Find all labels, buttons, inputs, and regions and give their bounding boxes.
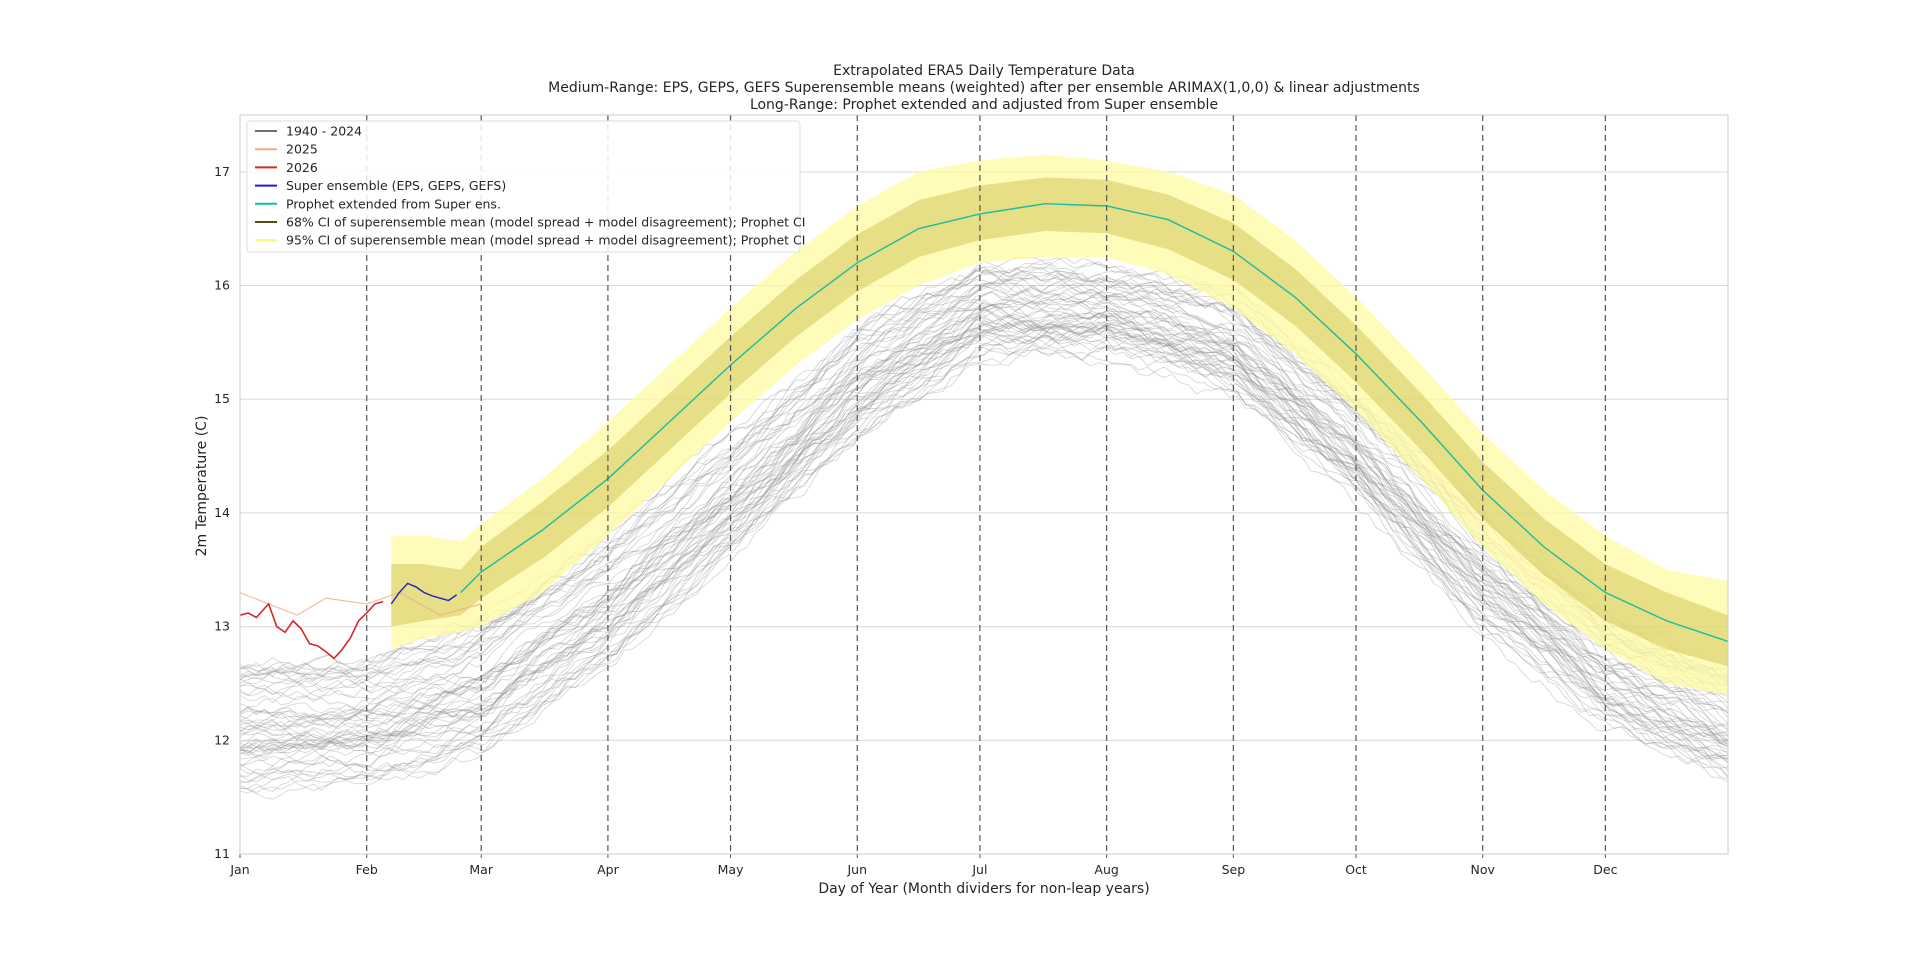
historical-year-line — [239, 336, 1729, 793]
historical-year-line — [239, 312, 1729, 754]
historical-year-line — [239, 320, 1729, 762]
series-line-super-ensemble-eps-geps-gefs — [390, 582, 458, 605]
historical-year-line — [239, 307, 1729, 730]
historical-year-line — [239, 322, 1729, 767]
x-tick-label: Jul — [971, 862, 987, 877]
y-tick-label: 14 — [214, 505, 230, 520]
historical-year-line — [239, 323, 1729, 756]
historical-year-line — [239, 345, 1729, 794]
y-tick-label: 15 — [214, 391, 230, 406]
historical-year-line — [239, 322, 1729, 749]
plot-frame — [239, 114, 1729, 855]
x-tick-label: Apr — [597, 862, 619, 877]
historical-year-line — [239, 304, 1729, 742]
historical-year-line — [239, 324, 1729, 777]
historical-year-line — [239, 280, 1729, 708]
historical-year-line — [239, 320, 1729, 752]
historical-year-line — [239, 308, 1729, 749]
historical-year-line — [239, 337, 1729, 772]
x-tick-label: Sep — [1222, 862, 1246, 877]
legend-label: 95% CI of superensemble mean (model spre… — [286, 233, 805, 248]
historical-year-line — [239, 342, 1729, 793]
historical-year-line — [239, 277, 1729, 697]
ci-68-area — [391, 177, 1728, 667]
y-tick-label: 17 — [214, 164, 230, 179]
x-tick-label: Dec — [1593, 862, 1617, 877]
historical-year-line — [239, 319, 1729, 784]
x-tick-label: Jun — [847, 862, 868, 877]
chart-title: Extrapolated ERA5 Daily Temperature Data… — [548, 63, 1420, 113]
historical-year-line — [239, 336, 1729, 800]
series-line-2026 — [239, 600, 384, 660]
x-tick-label: Aug — [1094, 862, 1118, 877]
x-axis-label: Day of Year (Month dividers for non-leap… — [818, 881, 1149, 897]
x-tick-label: Oct — [1345, 862, 1367, 877]
ci-95-area — [391, 154, 1728, 695]
historical-year-line — [239, 317, 1729, 752]
historical-year-line — [239, 293, 1729, 736]
historical-year-line — [239, 307, 1729, 740]
y-axis-ticks: 11 12 13 14 15 16 17 — [214, 164, 230, 861]
historical-year-line — [239, 321, 1729, 766]
historical-year-line — [239, 329, 1729, 783]
x-tick-label: Feb — [356, 862, 378, 877]
historical-year-line — [239, 317, 1729, 757]
x-tick-label: Mar — [469, 862, 493, 877]
legend-label: 68% CI of superensemble mean (model spre… — [286, 215, 805, 230]
legend-label: 2026 — [286, 160, 318, 175]
legend-label: Prophet extended from Super ens. — [286, 196, 501, 211]
historical-year-line — [239, 301, 1729, 738]
y-tick-label: 16 — [214, 278, 230, 293]
historical-year-line — [239, 291, 1729, 715]
title-line-3: Long-Range: Prophet extended and adjuste… — [750, 97, 1218, 113]
y-tick-label: 12 — [214, 732, 230, 747]
legend-label: Super ensemble (EPS, GEPS, GEFS) — [286, 178, 506, 193]
title-line-1: Extrapolated ERA5 Daily Temperature Data — [833, 63, 1135, 79]
x-axis-ticks: Jan Feb Mar Apr May Jun Jul Aug Sep Oct Nov Dec — [229, 854, 1618, 877]
historical-year-line — [239, 296, 1729, 731]
title-line-2: Medium-Range: EPS, GEPS, GEFS Superensem… — [548, 80, 1420, 96]
legend: 1940 - 2024 2025 2026 Super ensemble (EPS, … — [246, 120, 805, 253]
historical-year-line — [239, 324, 1729, 781]
historical-year-line — [239, 280, 1729, 722]
historical-year-line — [239, 314, 1729, 754]
x-tick-label: Jan — [229, 862, 249, 877]
historical-year-line — [239, 328, 1729, 784]
historical-year-line — [239, 296, 1729, 732]
historical-year-line — [239, 295, 1729, 737]
historical-year-line — [239, 333, 1729, 780]
series-line-prophet-extended-from-super-ens — [460, 202, 1729, 643]
historical-year-line — [239, 321, 1729, 761]
legend-label: 2025 — [286, 142, 318, 157]
series-line-2025 — [239, 591, 482, 616]
y-axis-label: 2m Temperature (C) — [194, 416, 210, 557]
x-tick-label: May — [718, 862, 744, 877]
historical-year-line — [239, 313, 1729, 750]
historical-year-line — [239, 321, 1729, 750]
historical-year-line — [239, 312, 1729, 741]
y-tick-label: 11 — [214, 846, 230, 861]
ci-68-band — [391, 177, 1728, 667]
historical-year-line — [239, 293, 1729, 737]
x-tick-label: Nov — [1471, 862, 1496, 877]
historical-year-line — [239, 311, 1729, 755]
legend-box — [246, 120, 801, 253]
legend-label: 1940 - 2024 — [286, 124, 362, 139]
historical-year-line — [239, 305, 1728, 759]
historical-year-line — [239, 288, 1729, 735]
series-lines — [239, 202, 1729, 660]
historical-year-line — [239, 291, 1729, 731]
y-tick-label: 13 — [214, 619, 230, 634]
historical-year-line — [239, 296, 1729, 709]
ci-95-band — [391, 154, 1728, 695]
historical-year-line — [239, 267, 1729, 699]
historical-year-line — [239, 304, 1729, 729]
